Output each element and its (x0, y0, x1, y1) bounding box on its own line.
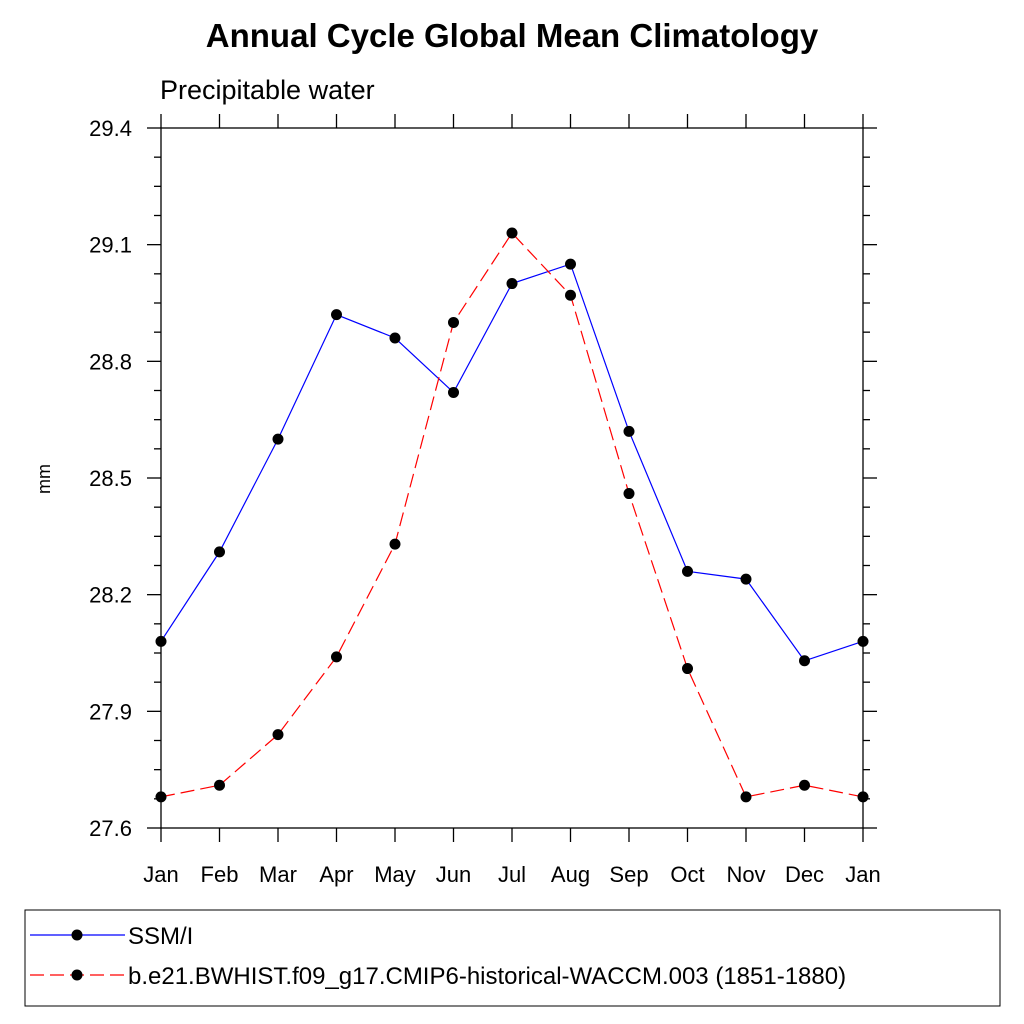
y-tick-label: 29.1 (89, 233, 132, 258)
y-tick-label: 28.2 (89, 583, 132, 608)
data-point-series-1 (799, 779, 810, 791)
x-tick-label: Feb (201, 862, 239, 887)
data-point-series-0 (272, 433, 284, 445)
data-point-series-0 (506, 278, 518, 290)
y-axis-label: mm (34, 464, 54, 494)
data-point-series-0 (799, 655, 810, 667)
y-tick-label: 27.9 (89, 699, 132, 724)
data-point-series-0 (740, 573, 752, 585)
series-line-0 (160, 263, 864, 662)
data-point-series-0 (682, 565, 693, 577)
x-tick-label: Jan (845, 862, 880, 887)
x-tick-label: Jun (436, 862, 471, 887)
data-point-series-1 (155, 791, 167, 803)
legend-label-0: SSM/I (128, 923, 193, 950)
chart-subtitle: Precipitable water (160, 75, 375, 105)
legend-box (24, 909, 1001, 1007)
y-tick-label: 28.8 (89, 349, 132, 374)
y-tick-label: 29.4 (89, 116, 132, 141)
legend-marker-0 (71, 929, 83, 941)
series-lines (160, 232, 864, 798)
y-tick-label: 28.5 (89, 466, 132, 491)
series-markers (155, 227, 869, 803)
data-point-series-0 (155, 635, 167, 647)
legend-label-1: b.e21.BWHIST.f09_g17.CMIP6-historical-WA… (128, 963, 846, 990)
data-point-series-1 (331, 651, 342, 663)
data-point-series-0 (331, 309, 342, 321)
data-point-series-1 (740, 791, 752, 803)
x-tick-label: Mar (259, 862, 297, 887)
x-tick-label: Jan (143, 862, 178, 887)
data-point-series-0 (214, 546, 225, 558)
x-tick-label: Sep (609, 862, 648, 887)
data-point-series-0 (389, 332, 401, 344)
legend: SSM/I b.e21.BWHIST.f09_g17.CMIP6-historic… (30, 923, 846, 990)
data-point-series-1 (272, 729, 284, 741)
data-point-series-1 (448, 316, 459, 328)
x-tick-label: May (374, 862, 416, 887)
legend-marker-1 (71, 969, 83, 981)
data-point-series-1 (506, 227, 518, 239)
data-point-series-0 (857, 635, 869, 647)
x-tick-label: Apr (319, 862, 353, 887)
x-tick-label: Oct (670, 862, 704, 887)
axis-ticks (147, 114, 877, 842)
data-point-series-1 (565, 289, 576, 301)
data-point-series-1 (857, 791, 869, 803)
data-point-series-1 (623, 488, 635, 500)
x-tick-label: Nov (726, 862, 765, 887)
data-point-series-0 (448, 386, 459, 398)
tick-labels: Jan Feb Mar Apr May Jun Jul Aug Sep Oct Nov Dec Jan 2… (89, 116, 881, 887)
data-point-series-0 (565, 258, 576, 270)
data-point-series-1 (389, 538, 401, 550)
x-tick-label: Dec (785, 862, 824, 887)
chart-title: Annual Cycle Global Mean Climatology (206, 17, 819, 54)
data-point-series-1 (682, 663, 693, 675)
series-line-1 (160, 232, 864, 798)
x-tick-label: Jul (498, 862, 526, 887)
x-tick-label: Aug (551, 862, 590, 887)
y-tick-label: 27.6 (89, 816, 132, 841)
data-point-series-0 (623, 425, 635, 437)
data-point-series-1 (214, 779, 225, 791)
